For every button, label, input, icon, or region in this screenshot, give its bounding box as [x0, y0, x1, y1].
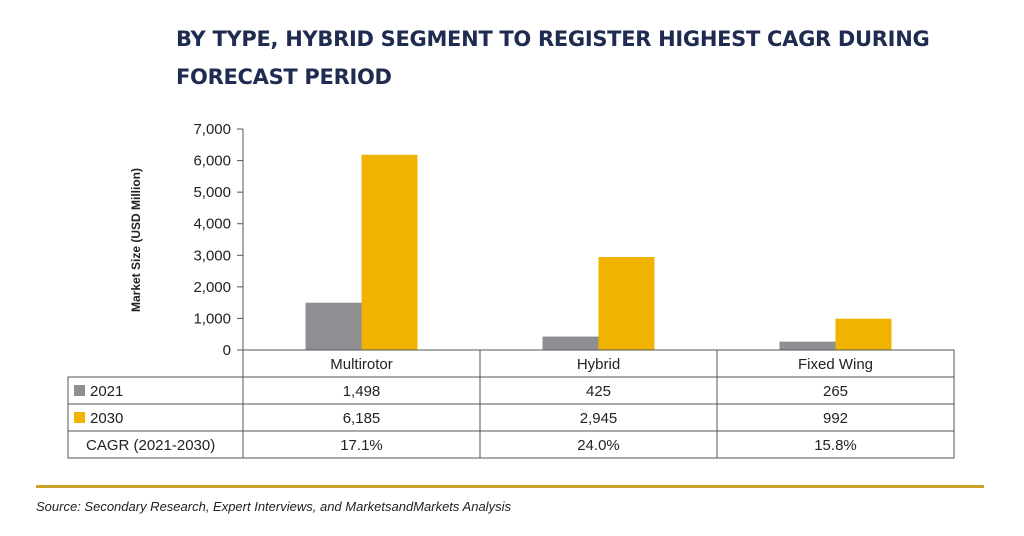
category-label: Hybrid	[577, 356, 620, 373]
y-axis-ticks: 0 1,000 2,000 3,000 4,000 5,000 6,000 7,000	[193, 121, 243, 359]
data-label: 1,498	[343, 383, 381, 400]
data-label: 992	[823, 410, 848, 427]
bar-2021-multirotor	[305, 302, 362, 350]
y-tick-label: 1,000	[193, 310, 231, 327]
source-divider	[36, 485, 984, 488]
y-tick-label: 7,000	[193, 121, 231, 138]
y-tick-label: 6,000	[193, 153, 231, 170]
legend-label: 2021	[90, 383, 123, 400]
y-tick-label: 2,000	[193, 279, 231, 296]
data-table: Multirotor Hybrid Fixed Wing 2021 1,498 425 26…	[67, 349, 955, 459]
bars	[305, 154, 892, 350]
cagr-value: 24.0%	[577, 437, 620, 454]
category-label: Fixed Wing	[798, 356, 873, 373]
bar-2030-hybrid	[598, 257, 655, 350]
table-row	[67, 403, 955, 432]
y-axis-label: Market Size (USD Million)	[129, 168, 143, 312]
source-note: Source: Secondary Research, Expert Inter…	[36, 499, 511, 514]
table-row	[67, 430, 955, 459]
data-label: 265	[823, 383, 848, 400]
table-row	[67, 376, 955, 405]
legend-label: 2030	[90, 410, 123, 427]
data-label: 2,945	[580, 410, 618, 427]
chart-title: BY TYPE, HYBRID SEGMENT TO REGISTER HIGH…	[176, 27, 930, 89]
cagr-value: 17.1%	[340, 437, 383, 454]
y-tick-label: 4,000	[193, 216, 231, 233]
bar-2030-multirotor	[361, 154, 418, 350]
category-label: Multirotor	[330, 356, 393, 373]
data-label: 6,185	[343, 410, 381, 427]
bar-2030-fixed-wing	[835, 318, 892, 350]
y-tick-label: 0	[223, 342, 231, 359]
cagr-row-label: CAGR (2021-2030)	[86, 437, 215, 454]
bar-2021-fixed-wing	[779, 341, 836, 350]
bar-chart: 0 1,000 2,000 3,000 4,000 5,000 6,000 7,000 Mar…	[67, 121, 955, 459]
bar-2021-hybrid	[542, 336, 599, 350]
cagr-value: 15.8%	[814, 437, 857, 454]
y-tick-label: 5,000	[193, 184, 231, 201]
data-label: 425	[586, 383, 611, 400]
legend-swatch-2030	[74, 412, 85, 423]
legend-swatch-2021	[74, 385, 85, 396]
y-tick-label: 3,000	[193, 247, 231, 264]
